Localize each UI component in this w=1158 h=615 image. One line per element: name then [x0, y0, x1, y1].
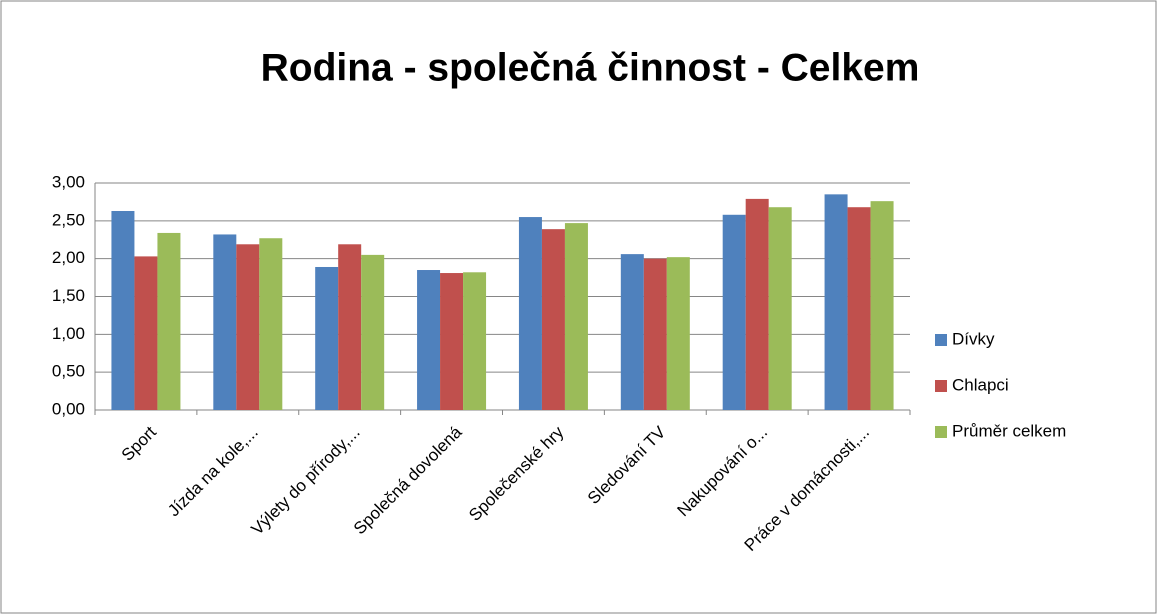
legend-label: Průměr celkem	[952, 421, 1066, 440]
chart-title: Rodina - společná činnost - Celkem	[261, 46, 920, 89]
legend-swatch	[935, 380, 947, 392]
y-tick-label: 2,50	[52, 210, 85, 229]
bar	[768, 207, 792, 410]
bar	[259, 238, 283, 410]
bar	[111, 210, 135, 410]
bar	[417, 270, 441, 410]
bar	[824, 194, 848, 410]
bar	[722, 214, 746, 410]
bar	[870, 201, 894, 410]
bar	[745, 198, 769, 410]
bar	[643, 258, 667, 410]
bar	[236, 244, 260, 410]
bar	[134, 256, 158, 410]
y-tick-label: 0,00	[52, 399, 85, 418]
legend-swatch	[935, 426, 947, 438]
bar	[440, 273, 464, 410]
bar	[666, 257, 690, 410]
bar	[338, 244, 362, 410]
y-tick-label: 2,00	[52, 248, 85, 267]
bar	[541, 229, 565, 410]
bar	[315, 266, 339, 410]
bar	[157, 232, 181, 410]
y-tick-label: 0,50	[52, 362, 85, 381]
bar	[213, 234, 237, 410]
bar	[620, 254, 644, 410]
bar	[463, 272, 487, 410]
bar	[847, 207, 871, 410]
legend-label: Chlapci	[952, 375, 1009, 394]
bar	[518, 217, 542, 410]
y-tick-label: 1,00	[52, 324, 85, 343]
y-tick-label: 3,00	[52, 172, 85, 191]
y-tick-label: 1,50	[52, 286, 85, 305]
bar	[361, 254, 385, 410]
legend-swatch	[935, 334, 947, 346]
legend-label: Dívky	[952, 329, 995, 348]
bar	[564, 223, 588, 410]
